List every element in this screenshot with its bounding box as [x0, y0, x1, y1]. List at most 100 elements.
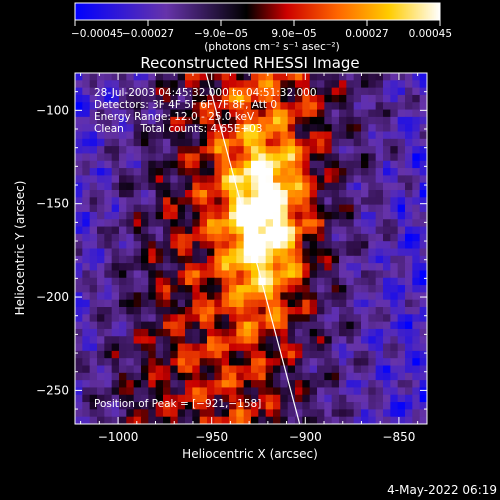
heatmap-cell: [75, 204, 83, 213]
info-line-time: 28-Jul-2003 04:45:32.000 to 04:51:32.000: [94, 87, 317, 99]
heatmap-cell: [339, 197, 347, 206]
heatmap-cell: [119, 182, 127, 191]
heatmap-cell: [295, 285, 303, 293]
heatmap-cell: [229, 299, 237, 308]
heatmap-cell: [265, 299, 274, 308]
heatmap-cell: [419, 94, 427, 103]
heatmap-cell: [185, 190, 193, 198]
heatmap-cell: [273, 160, 281, 169]
heatmap-cell: [397, 116, 406, 125]
heatmap-cell: [199, 124, 208, 133]
heatmap-cell: [89, 328, 98, 337]
heatmap-cell: [75, 182, 83, 191]
heatmap-cell: [295, 336, 303, 345]
heatmap-cell: [287, 146, 296, 155]
heatmap-cell: [177, 394, 186, 403]
heatmap-cell: [155, 270, 164, 279]
heatmap-cell: [339, 380, 347, 389]
heatmap-cell: [412, 233, 421, 242]
heatmap-cell: [258, 175, 267, 184]
heatmap-cell: [390, 263, 399, 272]
heatmap-cell: [287, 204, 296, 213]
heatmap-cell: [141, 190, 149, 198]
heatmap-cell: [361, 328, 369, 337]
heatmap-cell: [412, 131, 421, 140]
heatmap-cell: [163, 299, 171, 308]
heatmap-cell: [390, 204, 399, 213]
heatmap-cell: [302, 233, 311, 242]
heatmap-cell: [280, 146, 289, 155]
heatmap-cell: [163, 409, 171, 418]
heatmap-cell: [258, 292, 267, 301]
heatmap-cell: [295, 182, 303, 191]
heatmap-cell: [317, 168, 325, 176]
heatmap-cell: [331, 80, 340, 89]
heatmap-cell: [192, 131, 201, 140]
heatmap-cell: [155, 182, 164, 191]
heatmap-cell: [258, 102, 267, 111]
heatmap-cell: [163, 102, 171, 111]
heatmap-cell: [295, 365, 303, 374]
heatmap-cell: [368, 233, 377, 242]
heatmap-cell: [82, 211, 91, 220]
heatmap-cell: [82, 124, 91, 133]
heatmap-cell: [185, 160, 193, 169]
heatmap-cell: [265, 285, 274, 293]
heatmap-cell: [243, 307, 252, 315]
heatmap-cell: [177, 402, 186, 410]
heatmap-cell: [397, 233, 406, 242]
heatmap-cell: [302, 292, 311, 301]
heatmap-cell: [221, 168, 230, 176]
heatmap-cell: [280, 248, 289, 257]
heatmap-cell: [295, 328, 303, 337]
heatmap-cell: [280, 73, 289, 81]
heatmap-cell: [133, 328, 142, 337]
heatmap-cell: [89, 190, 98, 198]
heatmap-cell: [287, 73, 296, 81]
heatmap-cell: [397, 219, 406, 228]
heatmap-cell: [265, 94, 274, 103]
heatmap-cell: [119, 343, 127, 352]
heatmap-cell: [163, 124, 171, 133]
heatmap-cell: [199, 321, 208, 330]
heatmap-cell: [243, 233, 252, 242]
heatmap-cell: [155, 365, 164, 374]
heatmap-cell: [273, 277, 281, 286]
heatmap-cell: [331, 219, 340, 228]
heatmap-cell: [375, 241, 384, 250]
heatmap-cell: [287, 372, 296, 381]
heatmap-cell: [397, 314, 406, 323]
heatmap-cell: [97, 233, 105, 242]
heatmap-cell: [317, 94, 325, 103]
heatmap-cell: [324, 285, 333, 293]
heatmap-cell: [111, 321, 120, 330]
heatmap-cell: [331, 87, 340, 96]
heatmap-cell: [251, 372, 259, 381]
heatmap-cell: [104, 372, 113, 381]
heatmap-cell: [192, 73, 201, 81]
heatmap-cell: [141, 175, 149, 184]
heatmap-cell: [265, 416, 274, 424]
heatmap-cell: [236, 409, 245, 418]
heatmap-cell: [280, 211, 289, 220]
solar-limb-line: [205, 73, 301, 424]
heatmap-cell: [361, 350, 369, 359]
heatmap-cell: [287, 402, 296, 410]
heatmap-cell: [405, 160, 413, 169]
heatmap-cell: [375, 226, 384, 235]
heatmap-cell: [309, 124, 318, 133]
heatmap-cell: [405, 307, 413, 315]
heatmap-cell: [141, 255, 149, 264]
heatmap-cell: [331, 204, 340, 213]
heatmap-cell: [207, 197, 215, 206]
heatmap-cell: [229, 402, 237, 410]
heatmap-cell: [397, 358, 406, 367]
heatmap-cell: [280, 387, 289, 396]
heatmap-cell: [148, 350, 157, 359]
heatmap-cell: [331, 109, 340, 118]
heatmap-cell: [236, 270, 245, 279]
heatmap-cell: [324, 211, 333, 220]
heatmap-cell: [229, 73, 237, 81]
heatmap-cell: [104, 307, 113, 315]
heatmap-cell: [339, 226, 347, 235]
